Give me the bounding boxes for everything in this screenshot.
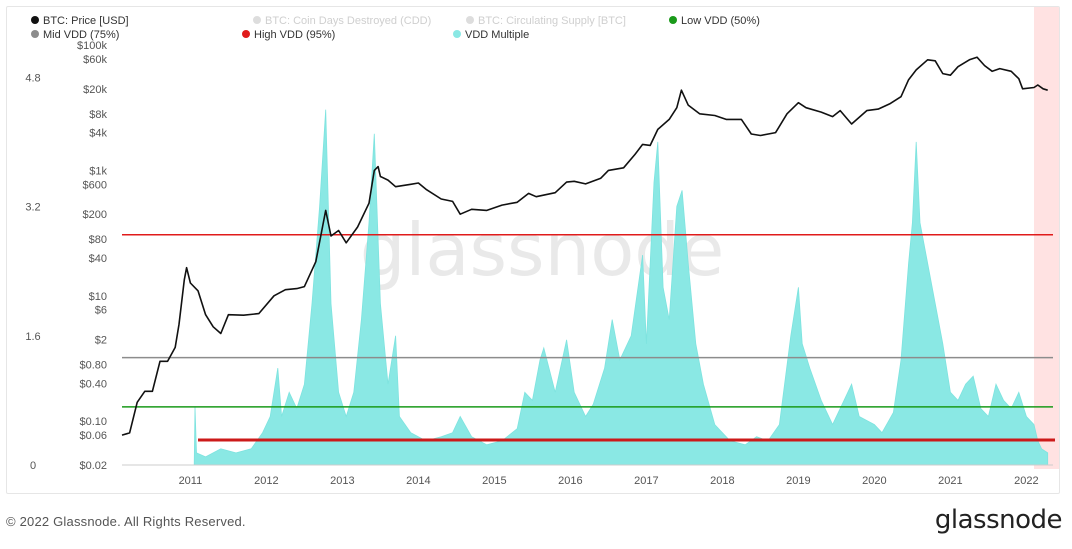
left-tick-label: 0 [30, 460, 36, 472]
x-tick-label: 2011 [179, 475, 203, 487]
legend-label: High VDD (95%) [254, 29, 335, 41]
x-tick-label: 2016 [558, 475, 582, 487]
price-tick-label: $0.10 [79, 416, 107, 428]
price-tick-label: $1k [89, 165, 107, 177]
price-line [121, 56, 1048, 436]
price-tick-label: $10 [89, 291, 107, 303]
legend-marker [31, 16, 39, 24]
x-tick-label: 2021 [938, 475, 962, 487]
watermark: glassnode [360, 208, 725, 292]
x-tick-label: 2020 [862, 475, 886, 487]
left-tick-label: 1.6 [25, 331, 40, 343]
legend-label: BTC: Circulating Supply [BTC] [478, 15, 626, 27]
legend-marker [242, 30, 250, 38]
left-tick-label: 3.2 [25, 202, 40, 214]
x-tick-label: 2015 [482, 475, 506, 487]
price-tick-label: $2 [95, 335, 107, 347]
legend-label: BTC: Coin Days Destroyed (CDD) [265, 15, 431, 27]
chart-container: glassnode 2011 2012 2013 2014 2015 2016 2017 201… [6, 6, 1060, 494]
legend-marker [466, 16, 474, 24]
price-tick-label: $20k [83, 84, 107, 96]
copyright-text: © 2022 Glassnode. All Rights Reserved. [6, 514, 246, 529]
price-tick-label: $0.80 [79, 360, 107, 372]
price-tick-label: $40 [89, 253, 107, 265]
vdd-multiple-area [193, 109, 1049, 466]
x-tick-label: 2022 [1014, 475, 1038, 487]
price-tick-label: $0.40 [79, 378, 107, 390]
x-tick-label: 2017 [634, 475, 658, 487]
x-tick-label: 2012 [254, 475, 278, 487]
legend-label: Low VDD (50%) [681, 15, 760, 27]
legend-marker [31, 30, 39, 38]
x-tick-label: 2013 [330, 475, 354, 487]
price-tick-label: $600 [83, 179, 107, 191]
legend-label: VDD Multiple [465, 29, 529, 41]
legend-label: BTC: Price [USD] [43, 15, 129, 27]
legend-marker [453, 30, 461, 38]
price-tick-label: $0.02 [79, 460, 107, 472]
vdd-multiple-chart: glassnode 2011 2012 2013 2014 2015 2016 2017 201… [25, 7, 1059, 487]
x-tick-label: 2018 [710, 475, 734, 487]
price-tick-label: $4k [89, 128, 107, 140]
legend-marker [253, 16, 261, 24]
price-tick-label: $8k [89, 109, 107, 121]
brand-logo[interactable]: glassnode [934, 505, 1063, 535]
price-tick-label: $100k [77, 40, 107, 52]
price-tick-label: $60k [83, 54, 107, 66]
legend-label: Mid VDD (75%) [43, 29, 119, 41]
price-tick-label: $6 [95, 305, 107, 317]
x-tick-label: 2019 [786, 475, 810, 487]
x-tick-label: 2014 [406, 475, 430, 487]
price-tick-label: $0.06 [79, 430, 107, 442]
left-tick-label: 4.8 [25, 72, 40, 84]
price-tick-label: $80 [89, 234, 107, 246]
recent-band [1034, 7, 1059, 469]
price-tick-label: $200 [83, 209, 107, 221]
legend-marker [669, 16, 677, 24]
